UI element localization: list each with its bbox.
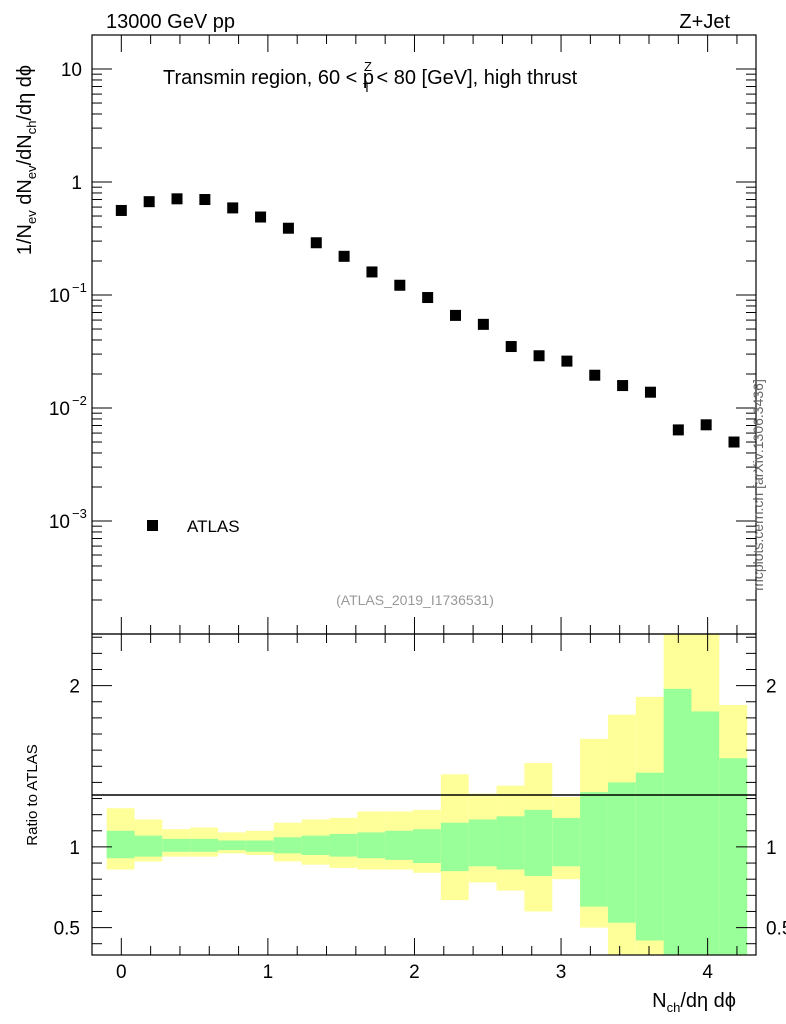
ratio-axis-ticks: 0.5 0.5 1 1 2 2 bbox=[54, 636, 786, 945]
stat-band-bin bbox=[385, 830, 414, 860]
x-axis-ticks: 0 1 2 3 4 bbox=[91, 35, 738, 983]
data-point bbox=[115, 204, 127, 216]
stat-band-bin bbox=[190, 838, 219, 852]
title-sub: T bbox=[363, 80, 371, 95]
data-point bbox=[617, 380, 629, 392]
title-sup: Z bbox=[364, 59, 372, 74]
ratio-tick-label-left: 0.5 bbox=[54, 919, 80, 940]
header-right: Z+Jet bbox=[679, 11, 730, 33]
y-tick-exponent: −2 bbox=[72, 393, 87, 408]
stat-band-bin bbox=[607, 782, 636, 923]
stat-band-bin bbox=[106, 830, 135, 859]
data-point bbox=[338, 250, 350, 262]
ratio-tick-label-left: 2 bbox=[69, 677, 80, 698]
data-point bbox=[199, 194, 211, 206]
data-point bbox=[589, 369, 601, 381]
data-point bbox=[255, 211, 267, 223]
data-point bbox=[282, 222, 294, 234]
data-points bbox=[115, 193, 740, 448]
stat-band-bin bbox=[440, 822, 469, 872]
data-point bbox=[644, 386, 656, 398]
stat-band-bin bbox=[691, 711, 720, 955]
stat-band-bin bbox=[635, 772, 664, 941]
header-left: 13000 GeV pp bbox=[106, 11, 235, 33]
stat-band-bin bbox=[468, 819, 497, 867]
data-point bbox=[394, 279, 406, 291]
stat-band-bin bbox=[357, 832, 386, 859]
x-tick-label: 0 bbox=[116, 962, 127, 983]
data-point bbox=[728, 436, 740, 448]
y-axis-label: 1/Nev dNev/dNch/dη dϕ bbox=[14, 65, 39, 255]
data-point bbox=[143, 196, 155, 208]
title-pre: Transmin region, 60 < p bbox=[163, 67, 374, 89]
data-point bbox=[533, 350, 545, 362]
data-point bbox=[171, 193, 183, 205]
data-point bbox=[422, 292, 434, 304]
y-tick-label: 1 bbox=[71, 173, 82, 194]
stat-band-bin bbox=[413, 829, 441, 864]
stat-band-bin bbox=[218, 840, 246, 851]
y-tick-label: 10 bbox=[61, 60, 82, 81]
data-point bbox=[561, 355, 573, 367]
ratio-tick-label-right: 0.5 bbox=[766, 919, 786, 940]
stat-band-bin bbox=[134, 835, 163, 857]
data-point bbox=[505, 341, 517, 353]
y-tick-label: 10 bbox=[49, 512, 70, 533]
x-axis-label: Nch/dη dϕ bbox=[652, 990, 736, 1015]
stat-band-bin bbox=[301, 835, 330, 855]
y-tick-label: 10 bbox=[49, 399, 70, 420]
x-tick-label: 4 bbox=[702, 962, 713, 983]
legend-marker bbox=[147, 520, 158, 531]
side-label: mcplots.cern.ch [arXiv:1306.3436] bbox=[750, 379, 766, 591]
ratio-tick-label-right: 2 bbox=[766, 677, 777, 698]
y-tick-label: 10 bbox=[49, 286, 70, 307]
stat-band-bin bbox=[162, 838, 191, 852]
legend-label: ATLAS bbox=[187, 517, 240, 536]
analysis-id: (ATLAS_2019_I1736531) bbox=[336, 592, 494, 608]
stat-band-bin bbox=[273, 837, 302, 854]
y-tick-exponent: −1 bbox=[72, 280, 87, 295]
ratio-bands bbox=[106, 634, 748, 955]
stat-band-bin bbox=[245, 840, 274, 852]
x-tick-label: 2 bbox=[409, 962, 420, 983]
data-point bbox=[477, 318, 489, 330]
ratio-tick-label-right: 1 bbox=[766, 838, 777, 859]
data-point bbox=[366, 266, 378, 278]
data-point bbox=[310, 237, 322, 249]
title-post: < 80 [GeV], high thrust bbox=[371, 67, 578, 89]
data-point bbox=[450, 309, 462, 321]
stat-band-bin bbox=[552, 817, 581, 867]
stat-band-bin bbox=[329, 834, 358, 857]
stat-band-bin bbox=[580, 792, 608, 907]
ratio-plot-frame bbox=[91, 633, 757, 956]
x-tick-label: 3 bbox=[556, 962, 567, 983]
main-plot-frame bbox=[91, 34, 757, 635]
data-point bbox=[672, 424, 684, 436]
data-point bbox=[700, 419, 712, 431]
plot-title: Transmin region, 60 < pZ T < 80 [GeV], hi… bbox=[163, 59, 578, 95]
stat-band-bin bbox=[663, 688, 692, 955]
ratio-y-label: Ratio to ATLAS bbox=[24, 744, 41, 845]
stat-band-bin bbox=[496, 816, 525, 870]
data-point bbox=[227, 202, 239, 214]
y-tick-exponent: −3 bbox=[72, 506, 87, 521]
stat-band-bin bbox=[524, 809, 553, 876]
ratio-tick-label-left: 1 bbox=[69, 838, 80, 859]
stat-band-bin bbox=[719, 758, 748, 955]
x-tick-label: 1 bbox=[263, 962, 274, 983]
